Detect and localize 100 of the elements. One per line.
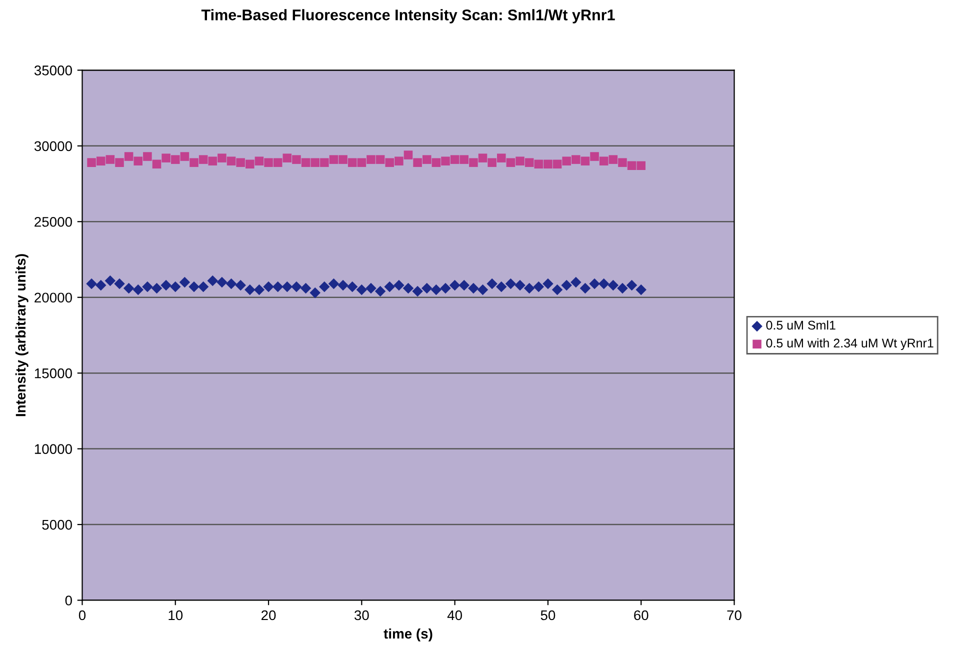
point [188, 281, 200, 292]
point [124, 152, 134, 161]
y-tick-label: 15000 [34, 368, 72, 378]
point [469, 158, 478, 167]
point [310, 287, 320, 298]
point [449, 280, 460, 291]
point [348, 158, 357, 167]
point [570, 276, 582, 288]
point [319, 281, 330, 292]
legend-label: 0.5 uM Sml1 [766, 320, 836, 330]
point [198, 281, 209, 292]
point [589, 278, 600, 290]
point [636, 284, 646, 296]
point [626, 280, 638, 291]
point [544, 160, 552, 168]
point [524, 158, 534, 167]
point [422, 155, 432, 164]
point [106, 155, 115, 164]
point [608, 280, 619, 291]
point [514, 280, 526, 291]
y-axis-title: Intensity (arbitrary units) [15, 254, 28, 416]
point [572, 155, 580, 164]
point [552, 284, 563, 296]
point [264, 158, 273, 167]
point [216, 276, 228, 288]
point [254, 156, 264, 166]
point [162, 154, 170, 162]
point [254, 284, 265, 296]
point [346, 281, 358, 292]
point [533, 281, 544, 292]
point [412, 286, 423, 297]
point [246, 160, 254, 168]
x-tick-label: 0 [78, 610, 86, 620]
point [152, 160, 162, 168]
point [608, 155, 618, 164]
point [263, 281, 274, 292]
chart-title: Time-Based Fluorescence Intensity Scan: Sml1/Wt yRnr1 [201, 9, 615, 24]
y-tick-label: 25000 [34, 216, 72, 227]
point [432, 158, 441, 167]
point [190, 158, 198, 167]
point [226, 278, 237, 290]
point [310, 158, 320, 167]
point [151, 282, 162, 294]
x-tick-label: 30 [354, 610, 369, 620]
point [478, 154, 488, 162]
point [170, 155, 180, 164]
point [384, 281, 395, 292]
y-tick-label: 10000 [34, 444, 72, 454]
point [320, 158, 329, 167]
point [394, 280, 404, 291]
point [488, 158, 496, 167]
point [366, 155, 376, 164]
point [496, 281, 507, 292]
point [627, 161, 636, 170]
point [179, 276, 190, 288]
point [357, 158, 366, 167]
point [394, 156, 404, 166]
point [580, 156, 590, 166]
point [534, 160, 544, 168]
point [134, 156, 143, 166]
point [198, 155, 208, 164]
point [143, 152, 152, 161]
point [282, 281, 293, 292]
y-tick-label: 0 [65, 596, 72, 606]
point [421, 282, 432, 294]
point [542, 278, 554, 290]
point [402, 282, 414, 294]
point [329, 155, 338, 164]
point [123, 282, 134, 294]
point [338, 155, 348, 164]
point [599, 156, 608, 166]
point [244, 284, 256, 296]
point [460, 155, 469, 164]
point [562, 156, 571, 166]
point [226, 156, 236, 166]
point [496, 154, 506, 162]
point [385, 158, 394, 167]
point [160, 280, 172, 291]
point [291, 281, 302, 292]
point [273, 158, 282, 167]
point [292, 155, 301, 164]
point [505, 278, 516, 290]
point [272, 281, 284, 292]
point [376, 155, 385, 164]
point [170, 281, 181, 292]
x-tick-label: 20 [262, 610, 276, 620]
point [104, 275, 116, 286]
point [180, 152, 190, 161]
point [86, 278, 97, 290]
point [142, 281, 153, 292]
point [374, 286, 386, 297]
point [356, 284, 368, 296]
point [516, 156, 524, 166]
legend-label: 0.5 uM with 2.34 uM Wt yRnr1 [766, 338, 934, 350]
point [96, 156, 106, 166]
point [430, 284, 442, 296]
point [468, 282, 479, 294]
point [366, 282, 376, 294]
point [590, 152, 599, 161]
point [328, 278, 340, 290]
